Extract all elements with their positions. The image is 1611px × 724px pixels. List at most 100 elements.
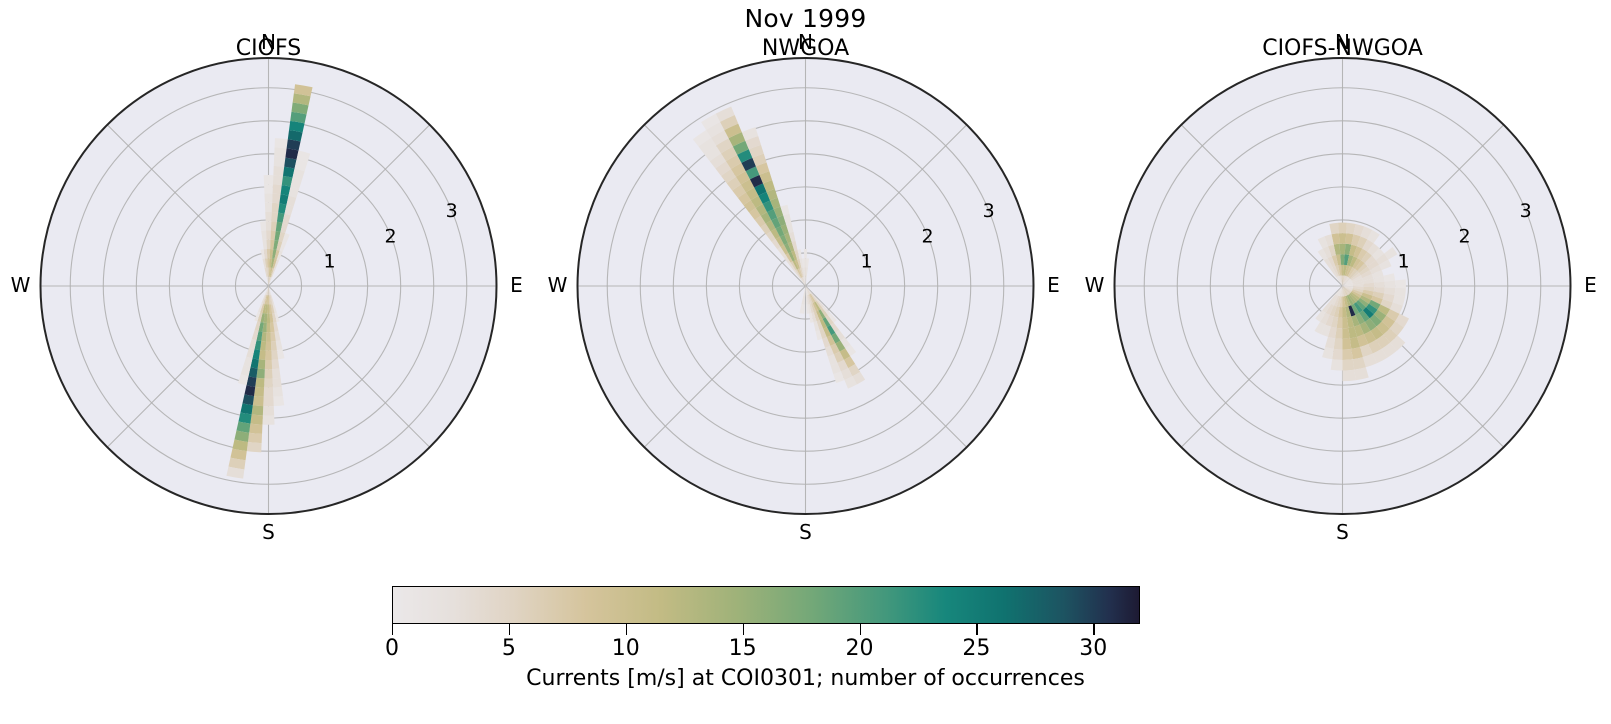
rose-cell bbox=[745, 187, 759, 201]
rose-cell bbox=[1349, 336, 1360, 349]
rose-cell bbox=[816, 310, 823, 321]
rose-cell bbox=[1356, 236, 1368, 249]
rose-cell bbox=[1342, 317, 1349, 329]
colorbar-tick-mark bbox=[508, 624, 511, 635]
polar-plot-ciofs-nwgoa[interactable]: 1 2 3 N E S W bbox=[1074, 32, 1611, 581]
rose-cell bbox=[808, 294, 813, 304]
rose-cell bbox=[1342, 286, 1353, 290]
rose-cell bbox=[226, 466, 245, 479]
rose-cell bbox=[797, 249, 802, 259]
rose-cell bbox=[234, 430, 250, 442]
rose-cell bbox=[794, 249, 800, 260]
rose-cell bbox=[1349, 293, 1359, 303]
rose-cell bbox=[1367, 229, 1380, 244]
rose-cell bbox=[827, 354, 838, 366]
rose-cell bbox=[852, 371, 866, 385]
rose-cell bbox=[1351, 346, 1363, 360]
rose-cell bbox=[270, 341, 277, 351]
rose-cell bbox=[261, 230, 267, 241]
rose-cell bbox=[1348, 294, 1357, 304]
rose-cell bbox=[805, 286, 810, 295]
rose-cell bbox=[1333, 295, 1340, 307]
rose-cell bbox=[1343, 264, 1347, 276]
rose-cell bbox=[799, 258, 804, 268]
colorbar-tick-mark bbox=[742, 624, 744, 635]
rose-cell bbox=[741, 157, 756, 172]
rose-cell bbox=[1359, 266, 1370, 276]
rose-cell bbox=[1335, 265, 1341, 277]
rose-cell bbox=[805, 267, 808, 277]
rose-cell bbox=[263, 249, 268, 259]
rose-cell bbox=[296, 150, 311, 163]
colorbar-tick-mark bbox=[859, 624, 861, 635]
cardinal-label-w: W bbox=[547, 273, 568, 297]
rose-cell bbox=[1328, 294, 1337, 304]
radial-tick-label: 3 bbox=[983, 200, 995, 222]
rose-cell bbox=[783, 213, 792, 225]
rose-cell bbox=[801, 277, 806, 286]
rose-cell bbox=[1360, 270, 1372, 279]
rose-cell bbox=[1330, 316, 1339, 328]
rose-cell bbox=[837, 359, 849, 372]
rose-cell bbox=[745, 135, 761, 150]
colorbar-gradient[interactable] bbox=[392, 586, 1140, 624]
colorbar-tick-label: 20 bbox=[845, 636, 874, 661]
rose-cell bbox=[1342, 359, 1355, 371]
rose-cell bbox=[267, 276, 269, 286]
rose-cell bbox=[1338, 264, 1342, 276]
cardinal-label-s: S bbox=[262, 520, 275, 544]
rose-cell bbox=[1323, 257, 1333, 269]
colorbar-area: 0 5 10 15 20 25 30 Currents [m/s] at COI0301; … bbox=[0, 578, 1611, 724]
polar-grid-spoke bbox=[805, 124, 968, 287]
rose-cell bbox=[813, 321, 820, 332]
rose-cell bbox=[1335, 254, 1342, 266]
rose-cell bbox=[1359, 310, 1370, 322]
rose-cell bbox=[811, 312, 817, 323]
rose-cell bbox=[268, 276, 271, 286]
rose-cell bbox=[276, 250, 283, 261]
rose-cell bbox=[804, 286, 806, 296]
rose-cell bbox=[1351, 314, 1360, 327]
rose-cell bbox=[831, 332, 841, 344]
rose-cell bbox=[260, 313, 265, 323]
rose-cell bbox=[268, 277, 273, 286]
polar-plot-nwgoa[interactable]: 1 2 3 N E S W bbox=[537, 32, 1074, 581]
rose-cell bbox=[266, 332, 271, 342]
radial-tick-label: 1 bbox=[861, 251, 873, 273]
rose-cell bbox=[272, 368, 281, 379]
rose-cell bbox=[275, 221, 283, 232]
rose-cell bbox=[1371, 295, 1383, 305]
rose-cell bbox=[840, 337, 851, 349]
polar-plot-ciofs[interactable]: 1 2 3 N E S W bbox=[0, 32, 537, 581]
rose-cell bbox=[240, 365, 251, 377]
rose-cell bbox=[807, 304, 812, 314]
rose-cell bbox=[270, 230, 276, 241]
rose-cell bbox=[1342, 277, 1350, 286]
rose-cell bbox=[274, 249, 280, 260]
rose-cell bbox=[1342, 327, 1350, 339]
rose-cell bbox=[1366, 303, 1378, 315]
rose-cell bbox=[1336, 296, 1342, 307]
rose-cell bbox=[1375, 253, 1389, 265]
radial-tick-label: 2 bbox=[385, 225, 397, 247]
rose-cell bbox=[782, 254, 791, 264]
rose-cell bbox=[804, 276, 806, 286]
rose-cell bbox=[1372, 348, 1388, 364]
rose-cell bbox=[278, 203, 287, 214]
rose-bins bbox=[1314, 222, 1410, 382]
rose-cell bbox=[822, 317, 831, 328]
rose-cell bbox=[777, 215, 787, 227]
rose-cell bbox=[721, 168, 736, 184]
rose-cell bbox=[264, 267, 268, 277]
cardinal-label-e: E bbox=[510, 273, 523, 297]
rose-cell bbox=[804, 258, 807, 268]
rose-cell bbox=[1322, 302, 1332, 313]
rose-cell bbox=[254, 340, 262, 351]
rose-cell bbox=[809, 293, 816, 303]
polar-grid-spoke bbox=[268, 124, 431, 287]
rose-cell bbox=[1345, 295, 1352, 307]
polar-grid-spoke bbox=[643, 285, 806, 448]
rose-cell bbox=[1368, 299, 1381, 310]
rose-cell bbox=[809, 313, 814, 323]
rose-cell bbox=[801, 267, 805, 277]
